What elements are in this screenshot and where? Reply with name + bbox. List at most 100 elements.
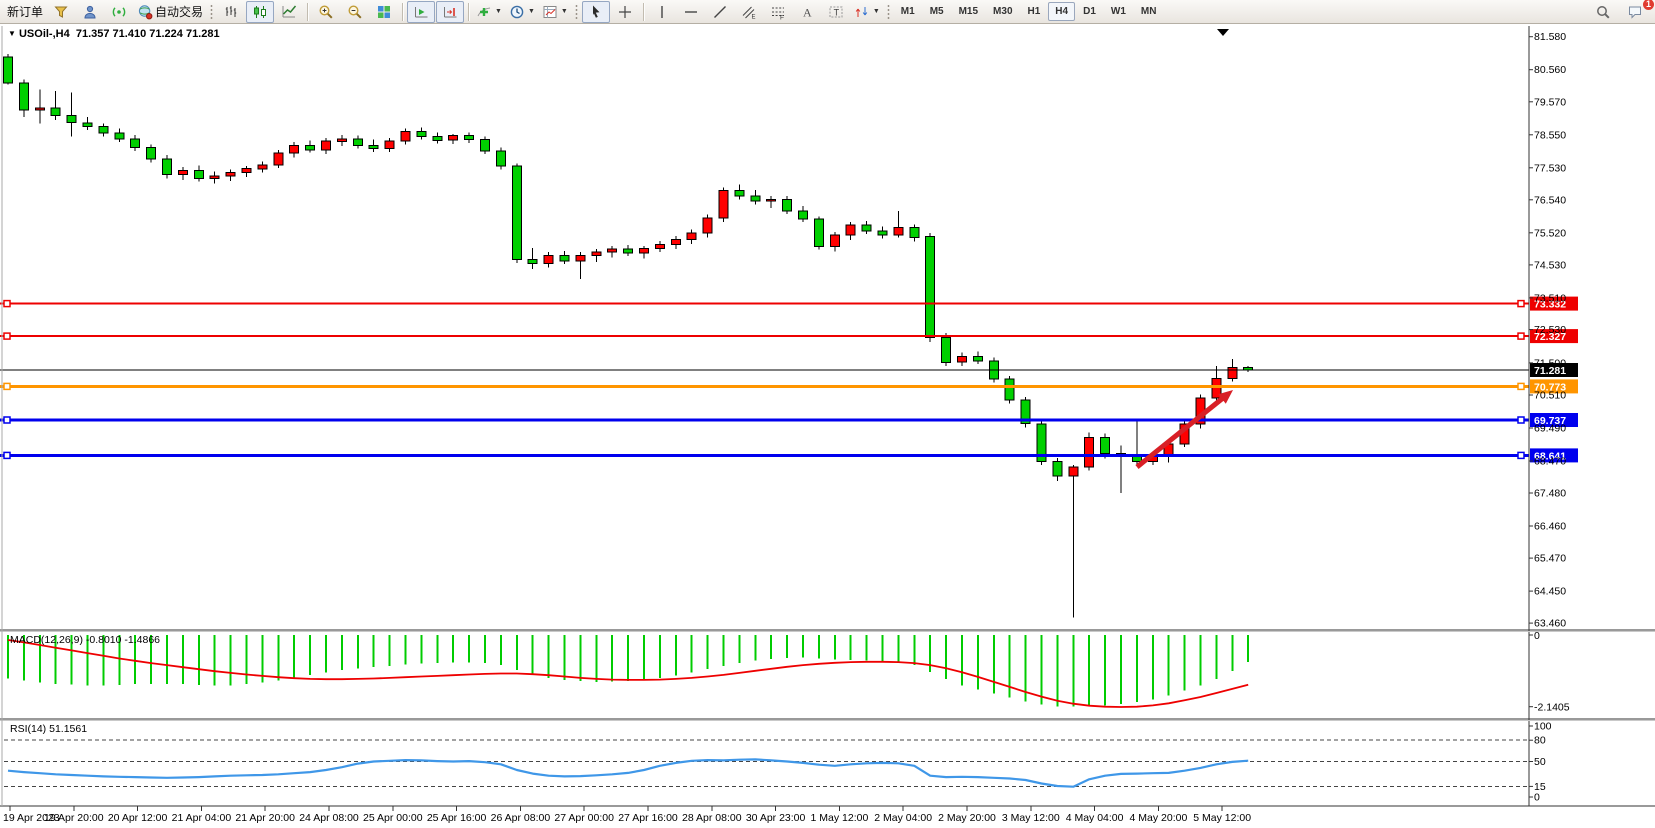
shift-icon [442, 4, 458, 20]
price-axis[interactable]: 81.580 80.560 79.570 78.550 77.530 76.540 75.5… [1528, 26, 1566, 806]
fibo-icon: F [770, 4, 786, 20]
timeframe-m5-button[interactable]: M5 [929, 6, 944, 17]
chart-shift-marker-icon[interactable] [1217, 29, 1229, 36]
zoomout-icon [347, 4, 363, 20]
candlestick-chart-button[interactable] [246, 0, 275, 23]
svg-text:21 Apr 20:00: 21 Apr 20:00 [235, 812, 295, 824]
line-handle[interactable] [1517, 299, 1525, 308]
vertical-line-button[interactable] [648, 1, 676, 23]
equidistant-channel-button[interactable]: E [735, 1, 763, 23]
zoom-out-button[interactable] [341, 1, 369, 23]
chevron-down-icon[interactable]: ▼ [527, 8, 535, 15]
line-handle[interactable] [1517, 332, 1525, 340]
chart-shift-button[interactable] [436, 0, 465, 23]
svg-text:15: 15 [1534, 781, 1546, 793]
zoom-in-button[interactable] [312, 1, 340, 23]
price-label-72.327: 72.327 [1530, 329, 1578, 344]
arrows-button[interactable]: ▼ [851, 1, 883, 23]
timeframe-w1-button[interactable]: W1 [1110, 6, 1126, 17]
svg-text:75.520: 75.520 [1534, 227, 1566, 239]
periods-button[interactable]: ▼ [506, 1, 538, 23]
text-label-button[interactable]: T [822, 1, 850, 23]
svg-text:27 Apr 00:00: 27 Apr 00:00 [554, 812, 614, 824]
svg-text:76.540: 76.540 [1534, 194, 1566, 206]
line-handle[interactable] [1517, 382, 1525, 391]
line-handle[interactable] [1517, 416, 1525, 424]
line-handle[interactable] [3, 451, 11, 460]
crosshair-button[interactable] [611, 1, 639, 23]
toolbar-grip [574, 3, 578, 20]
signals-button[interactable] [105, 1, 133, 23]
svg-text:0: 0 [1534, 630, 1540, 642]
text-button[interactable]: A [793, 1, 821, 23]
chart-canvas[interactable]: 73.33272.32771.28170.77369.73768.64181.5… [0, 24, 1655, 828]
timeframe-h4-button[interactable]: H4 [1048, 2, 1076, 21]
svg-text:81.580: 81.580 [1534, 31, 1566, 43]
templates-button[interactable]: ▼ [539, 1, 571, 23]
timeframe-d1-button[interactable]: D1 [1083, 6, 1096, 17]
svg-text:24 Apr 08:00: 24 Apr 08:00 [299, 812, 359, 824]
crosshair-icon [617, 4, 633, 20]
chat-icon [1627, 4, 1643, 20]
line-handle[interactable] [1517, 451, 1525, 460]
svg-text:70.510: 70.510 [1534, 390, 1566, 402]
chevron-down-icon[interactable]: ▼ [495, 8, 502, 15]
auto-scroll-button[interactable] [407, 0, 436, 23]
svg-text:63.460: 63.460 [1534, 618, 1566, 630]
timeframe-mn-button[interactable]: MN [1140, 6, 1157, 17]
chevron-down-icon[interactable]: ▼ [560, 8, 568, 15]
autotrading-button[interactable]: 自动交易 [134, 1, 206, 23]
fibonacci-button[interactable]: F [764, 1, 792, 23]
template-icon [542, 4, 558, 20]
svg-text:73.332: 73.332 [1534, 299, 1566, 311]
line-handle[interactable] [3, 382, 11, 391]
cursor-button[interactable] [581, 0, 610, 23]
candles-icon [252, 4, 268, 20]
macd-signal-line [7, 639, 1249, 708]
hline-73.332[interactable] [0, 299, 1529, 308]
indicators-button[interactable]: ▼ [473, 1, 505, 23]
chat-button[interactable]: 1 [1621, 0, 1654, 23]
price-label-71.281: 71.281 [1530, 363, 1578, 377]
trend-arrow-annotation[interactable] [1135, 390, 1233, 469]
hline-68.641[interactable] [0, 451, 1529, 460]
timeframe-m15-button[interactable]: M15 [958, 6, 979, 17]
tile-windows-button[interactable] [370, 1, 398, 23]
pane-separators[interactable] [0, 26, 1655, 807]
timeframe-m1-button[interactable]: M1 [900, 6, 915, 17]
toolbar-grip [886, 3, 890, 20]
svg-text:-2.1405: -2.1405 [1534, 702, 1570, 714]
new-pending-order-button[interactable] [47, 1, 75, 23]
svg-text:4 May 20:00: 4 May 20:00 [1130, 812, 1188, 824]
search-button[interactable] [1589, 1, 1617, 23]
svg-text:72.327: 72.327 [1534, 331, 1566, 343]
channel-icon: E [741, 4, 757, 20]
macd-pane: 0 -2.1405 [7, 630, 1570, 714]
horizontal-line-button[interactable] [677, 1, 705, 23]
timeframe-m30-button[interactable]: M30 [993, 6, 1013, 17]
bars-icon [223, 4, 239, 20]
hline-70.773[interactable] [0, 382, 1529, 391]
line-chart-button[interactable] [275, 1, 303, 23]
svg-text:80: 80 [1534, 735, 1546, 747]
new-order-button[interactable]: 新订单 [4, 1, 46, 23]
svg-text:1 May 12:00: 1 May 12:00 [811, 812, 869, 824]
community-button[interactable] [76, 1, 104, 23]
svg-text:71.500: 71.500 [1534, 357, 1566, 369]
timeframe-h1-button[interactable]: H1 [1027, 6, 1041, 17]
line-handle[interactable] [3, 299, 11, 308]
trendline-button[interactable] [706, 1, 734, 23]
hline-69.737[interactable] [0, 416, 1529, 424]
line-handle[interactable] [3, 332, 11, 340]
line-handle[interactable] [3, 416, 11, 424]
bar-chart-button[interactable] [217, 1, 245, 23]
svg-text:3 May 12:00: 3 May 12:00 [1002, 812, 1060, 824]
rsi-pane: 100 80 50 150 [4, 721, 1552, 804]
hline-72.327[interactable] [0, 332, 1529, 340]
svg-text:67.480: 67.480 [1534, 488, 1566, 500]
svg-text:74.530: 74.530 [1534, 259, 1566, 271]
toolbar-separator [642, 2, 644, 21]
chevron-down-icon[interactable]: ▼ [872, 8, 880, 15]
rsi-line [7, 758, 1249, 788]
